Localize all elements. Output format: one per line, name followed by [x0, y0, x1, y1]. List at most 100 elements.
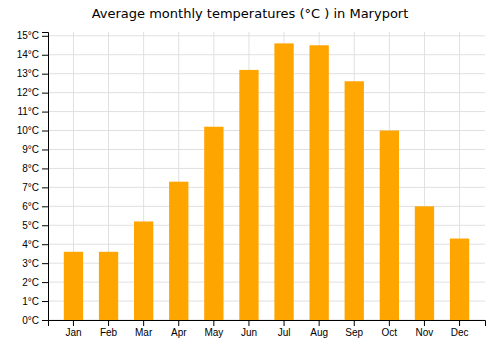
chart: Average monthly temperatures (°C ) in Ma… — [0, 0, 500, 350]
bars — [64, 43, 469, 320]
tick: Jun — [241, 320, 257, 338]
axis-line — [49, 321, 486, 327]
tick: 6°C — [22, 201, 48, 212]
tick-label: 4°C — [22, 239, 39, 250]
tick-mark — [248, 320, 249, 326]
tick: 1°C — [22, 296, 48, 307]
tick-label: Dec — [451, 327, 469, 338]
tick: Nov — [416, 320, 434, 338]
tick-label: May — [204, 327, 223, 338]
tick: 5°C — [22, 220, 48, 231]
y-axis: 0°C 1°C 2°C 3°C 4°C 5°C 6°C 7°C 8°C 9°C 10°C 11°C 12… — [17, 30, 49, 325]
tick-mark — [42, 55, 48, 56]
tick: 2°C — [22, 277, 48, 288]
tick-label: 5°C — [22, 220, 39, 231]
tick-mark — [42, 225, 48, 226]
tick-mark — [389, 320, 390, 326]
tick: 15°C — [17, 30, 48, 41]
tick-label: Jan — [65, 327, 81, 338]
tick-mark — [42, 112, 48, 113]
x-axis: Jan Feb Mar Apr May Jun Jul Aug Sep Oct Nov Dec — [49, 320, 486, 338]
tick-mark — [42, 187, 48, 188]
tick-label: 7°C — [22, 182, 39, 193]
tick: Jul — [278, 320, 291, 338]
tick-label: Feb — [100, 327, 118, 338]
grid-line — [48, 187, 485, 188]
tick-mark — [42, 206, 48, 207]
tick-mark — [42, 74, 48, 75]
tick-mark — [424, 320, 425, 326]
tick-mark — [42, 149, 48, 150]
bar — [204, 127, 223, 320]
tick-mark — [42, 168, 48, 169]
bar — [169, 182, 188, 320]
bar — [345, 81, 364, 320]
tick: 7°C — [22, 182, 48, 193]
bar — [309, 45, 328, 320]
tick: 12°C — [17, 87, 48, 98]
tick-label: Mar — [135, 327, 153, 338]
tick-label: 6°C — [22, 201, 39, 212]
tick-label: 9°C — [22, 144, 39, 155]
grid-line — [48, 73, 485, 74]
tick-mark — [108, 320, 109, 326]
bar — [380, 131, 399, 320]
tick-label: 12°C — [17, 87, 39, 98]
tick: 3°C — [22, 258, 48, 269]
tick-label: 1°C — [22, 296, 39, 307]
tick-label: Jun — [241, 327, 257, 338]
tick-label: 8°C — [22, 163, 39, 174]
tick-mark — [42, 282, 48, 283]
tick-label: 10°C — [17, 125, 39, 136]
tick: Dec — [451, 320, 469, 338]
tick: 11°C — [17, 106, 48, 117]
tick: 8°C — [22, 163, 48, 174]
axis-line — [42, 33, 49, 321]
tick-label: Jul — [278, 327, 291, 338]
bar — [64, 252, 83, 320]
plot: Jan Feb Mar Apr May Jun Jul Aug Sep Oct Nov Dec 0°C 1… — [17, 30, 486, 338]
tick-label: 0°C — [22, 315, 39, 326]
tick: Mar — [135, 320, 153, 338]
tick-label: Aug — [310, 327, 328, 338]
tick-mark — [42, 36, 48, 37]
grid — [48, 32, 485, 320]
tick-mark — [354, 320, 355, 326]
tick-label: 11°C — [17, 106, 39, 117]
grid-line — [48, 111, 485, 112]
tick-label: 3°C — [22, 258, 39, 269]
tick-label: Sep — [345, 327, 363, 338]
bar — [415, 206, 434, 320]
tick: 9°C — [22, 144, 48, 155]
tick-mark — [42, 131, 48, 132]
bar — [99, 252, 118, 320]
tick-mark — [42, 93, 48, 94]
tick-mark — [42, 301, 48, 302]
tick-mark — [459, 320, 460, 326]
grid-line — [48, 35, 485, 36]
tick-mark — [284, 320, 285, 326]
tick: Sep — [345, 320, 363, 338]
tick-mark — [319, 320, 320, 326]
tick-mark — [213, 320, 214, 326]
tick-mark — [143, 320, 144, 326]
tick-label: 15°C — [17, 30, 39, 41]
tick: 4°C — [22, 239, 48, 250]
bar — [239, 70, 258, 320]
tick-label: Oct — [382, 327, 398, 338]
tick-label: 14°C — [17, 49, 39, 60]
tick: Oct — [382, 320, 398, 338]
tick-mark — [42, 320, 48, 321]
bar — [274, 43, 293, 320]
tick: 0°C — [22, 315, 48, 326]
tick-label: Nov — [416, 327, 434, 338]
tick: Jan — [65, 320, 81, 338]
tick-mark — [42, 244, 48, 245]
tick: May — [204, 320, 223, 338]
tick: Apr — [171, 320, 187, 338]
bar — [450, 239, 469, 320]
grid-line — [48, 54, 485, 55]
tick-mark — [73, 320, 74, 326]
grid-line — [48, 168, 485, 169]
bar — [134, 221, 153, 320]
